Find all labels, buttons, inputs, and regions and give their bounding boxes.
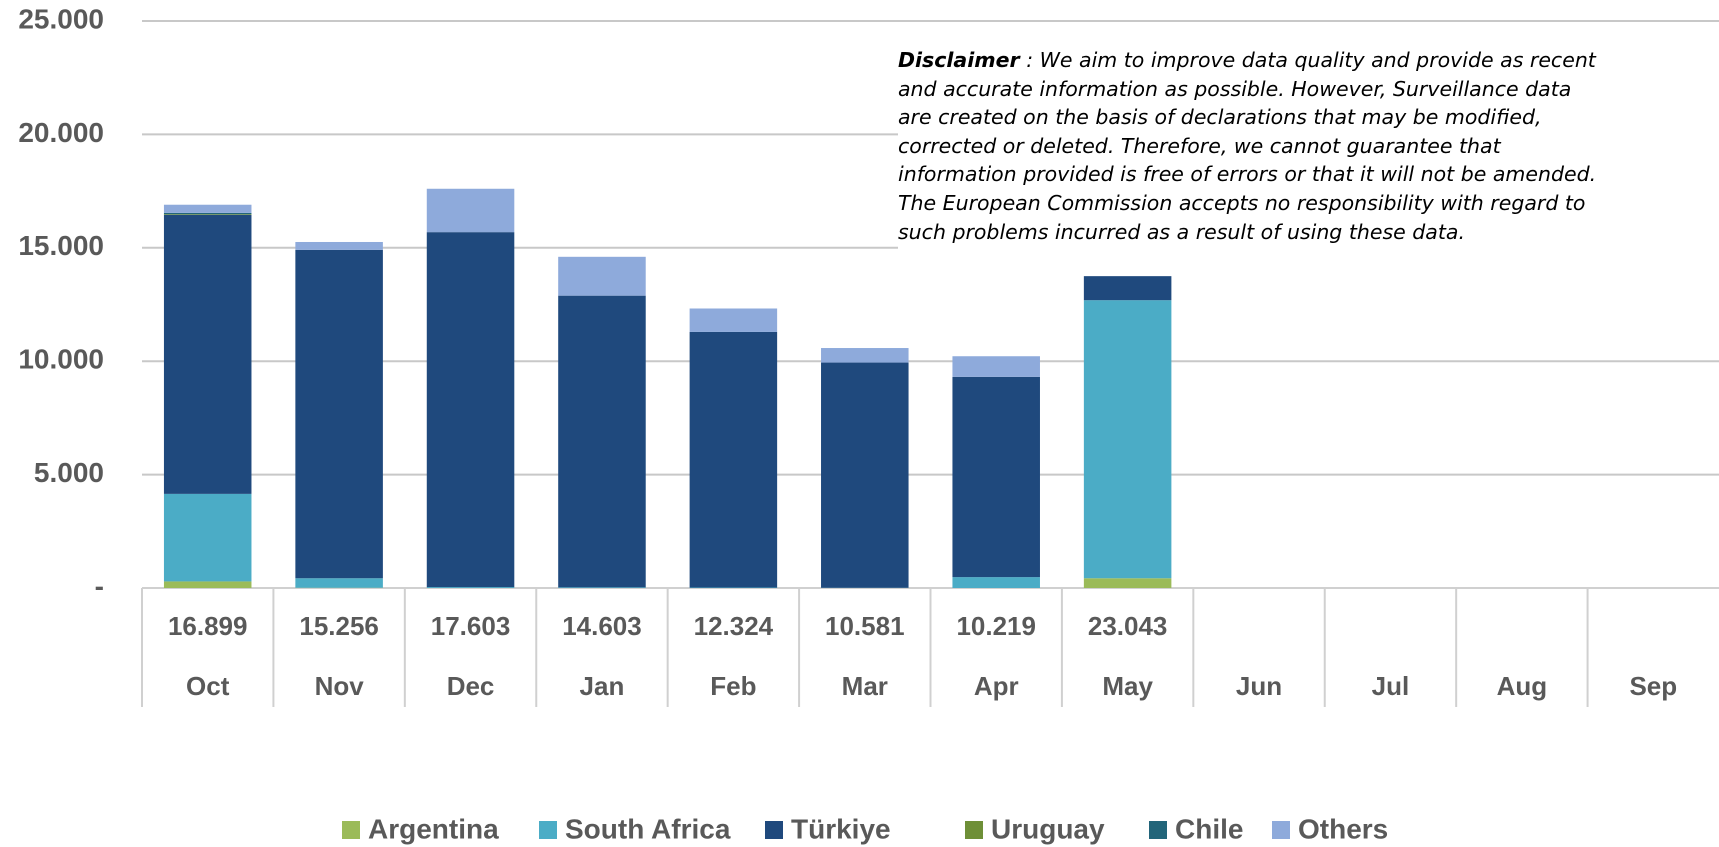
bar-segment xyxy=(163,214,252,215)
x-tick-label: Nov xyxy=(315,671,365,701)
disclaimer-line: The European Commission accepts no respo… xyxy=(898,190,1586,215)
bar-segment xyxy=(295,578,383,588)
disclaimer-line: corrected or deleted. Therefore, we cann… xyxy=(898,133,1501,158)
x-tick-label: Jan xyxy=(580,671,625,701)
bar-segment xyxy=(426,587,515,588)
bar-segment xyxy=(952,577,1040,588)
x-tick-label: Oct xyxy=(186,671,230,701)
total-label: 14.603 xyxy=(562,611,642,641)
bar-segment xyxy=(689,308,778,332)
bar-segment xyxy=(1083,578,1172,588)
total-label: 12.324 xyxy=(694,611,774,641)
x-tick-label: May xyxy=(1102,671,1153,701)
disclaimer-line: information provided is free of errors o… xyxy=(898,162,1597,187)
legend-swatch xyxy=(1149,821,1167,839)
y-tick-label: 20.000 xyxy=(18,117,104,148)
x-tick-label: Sep xyxy=(1629,671,1677,701)
legend-label: Others xyxy=(1298,813,1388,844)
legend-label: Argentina xyxy=(368,813,499,844)
legend-label: Türkiye xyxy=(791,813,891,844)
disclaimer-label: Disclaimer xyxy=(898,48,1020,72)
x-tick-label: Apr xyxy=(974,671,1019,701)
bar-segment xyxy=(426,232,515,588)
x-tick-label: Dec xyxy=(447,671,495,701)
bar-segment xyxy=(1083,276,1172,301)
legend-swatch xyxy=(342,821,360,839)
bar-segment xyxy=(689,331,778,588)
x-tick-label: Jul xyxy=(1372,671,1410,701)
bar-segment xyxy=(558,587,646,588)
legend-swatch xyxy=(539,821,557,839)
bar-segment xyxy=(163,204,252,213)
legend-label: Uruguay xyxy=(991,813,1105,844)
total-label: 10.219 xyxy=(956,611,1036,641)
legend-label: South Africa xyxy=(565,813,731,844)
total-label: 17.603 xyxy=(431,611,511,641)
bar-segment xyxy=(163,214,252,494)
y-tick-label: 15.000 xyxy=(18,230,104,261)
total-label: 15.256 xyxy=(299,611,379,641)
bar-segment xyxy=(558,256,646,296)
x-tick-label: Feb xyxy=(710,671,756,701)
bar-segment xyxy=(952,356,1040,377)
bar-segment xyxy=(821,348,909,363)
bar-segment xyxy=(426,188,515,233)
y-tick-label: 25.000 xyxy=(18,3,104,34)
legend-swatch xyxy=(765,821,783,839)
bar-segment xyxy=(821,362,909,588)
total-label: 23.043 xyxy=(1088,611,1168,641)
disclaimer-line: and accurate information as possible. Ho… xyxy=(898,76,1572,101)
y-tick-label: 10.000 xyxy=(18,344,104,375)
disclaimer-line: such problems incurred as a result of us… xyxy=(898,219,1465,244)
y-tick-label: 5.000 xyxy=(34,457,104,488)
disclaimer: Disclaimer : We aim to improve data qual… xyxy=(898,42,1719,255)
bar-segment xyxy=(295,241,383,250)
y-tick-label: - xyxy=(95,570,104,601)
legend-label: Chile xyxy=(1175,813,1243,844)
legend-swatch xyxy=(1272,821,1290,839)
bar-segment xyxy=(1083,300,1172,579)
bar-segment xyxy=(163,581,252,588)
bar-segment xyxy=(558,295,646,588)
bar-segment xyxy=(295,249,383,579)
x-tick-label: Aug xyxy=(1497,671,1548,701)
disclaimer-line: : We aim to improve data quality and pro… xyxy=(1019,48,1596,72)
legend-swatch xyxy=(965,821,983,839)
x-tick-label: Jun xyxy=(1236,671,1282,701)
x-tick-label: Mar xyxy=(842,671,888,701)
disclaimer-line: are created on the basis of declarations… xyxy=(898,105,1542,130)
bar-segment xyxy=(163,493,252,582)
bar-segment xyxy=(952,376,1040,578)
bar-segment xyxy=(163,212,252,215)
total-label: 10.581 xyxy=(825,611,905,641)
total-label: 16.899 xyxy=(168,611,248,641)
